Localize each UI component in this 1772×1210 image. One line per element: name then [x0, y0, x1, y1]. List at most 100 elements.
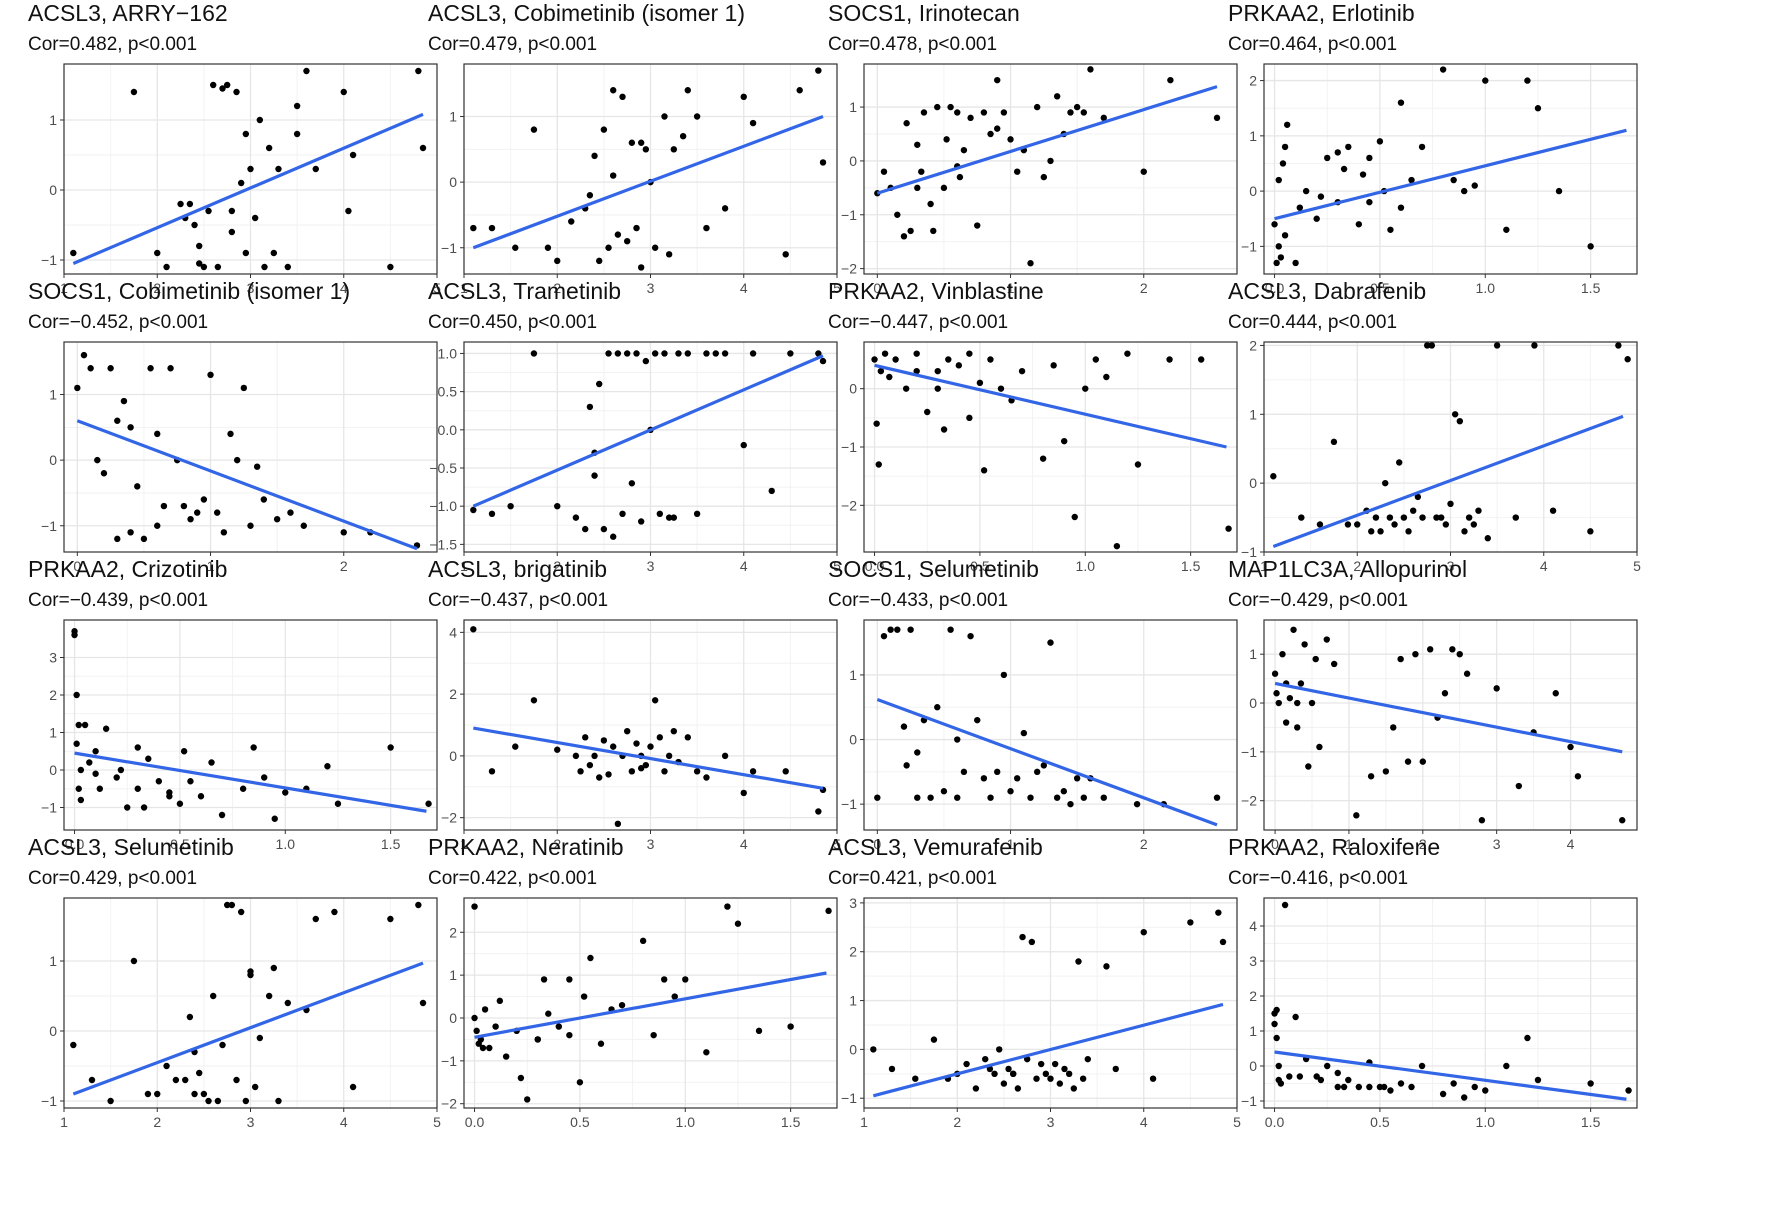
- data-point: [1166, 356, 1173, 363]
- y-tick-label: 0: [1249, 1058, 1257, 1074]
- data-point: [1615, 342, 1622, 349]
- x-tick-label: 1.0: [276, 836, 296, 852]
- plot-background: [464, 898, 837, 1108]
- data-point: [974, 222, 981, 229]
- data-point: [303, 67, 310, 75]
- data-point: [1070, 1085, 1078, 1092]
- data-point: [196, 1069, 203, 1077]
- chart-title: PRKAA2, Neratinib: [428, 834, 624, 860]
- data-point: [1313, 1073, 1320, 1080]
- data-point: [1000, 671, 1008, 679]
- data-point: [1484, 535, 1491, 542]
- panel-border: [63, 619, 438, 831]
- data-point: [703, 350, 710, 357]
- data-point: [1213, 794, 1221, 801]
- data-point: [1103, 373, 1110, 381]
- data-point: [1368, 528, 1375, 535]
- data-point: [614, 231, 622, 238]
- data-point: [1305, 763, 1312, 770]
- data-point: [1330, 660, 1338, 668]
- data-point: [1366, 198, 1373, 206]
- data-point: [1061, 1065, 1068, 1073]
- x-tick-label: 1: [1007, 836, 1015, 852]
- data-point: [1340, 1083, 1348, 1091]
- data-point: [1215, 909, 1222, 916]
- data-point: [963, 1060, 970, 1068]
- data-point: [637, 518, 645, 525]
- x-tick-label: 1.5: [1581, 280, 1601, 296]
- data-point: [591, 472, 598, 479]
- y-tick-label: 2: [449, 924, 457, 940]
- data-point: [1290, 626, 1297, 633]
- data-point: [1028, 938, 1036, 946]
- data-point: [1377, 528, 1384, 535]
- data-point: [1047, 1075, 1054, 1082]
- y-tick-label: 0: [449, 174, 457, 190]
- chart-panel: PRKAA2, Crizotinib Cor=−0.439, p<0.001 0.0…: [28, 556, 440, 856]
- data-point: [1410, 507, 1417, 514]
- chart-title: ACSL3, Trametinib: [428, 278, 622, 304]
- data-point: [488, 768, 496, 775]
- x-tick-label: 1: [1345, 836, 1353, 852]
- y-tick-label: 0: [449, 748, 457, 764]
- data-point: [1279, 650, 1286, 658]
- data-point: [534, 1036, 541, 1043]
- data-point: [196, 242, 203, 250]
- data-point: [1345, 143, 1352, 151]
- data-point: [233, 88, 240, 96]
- data-point: [1040, 762, 1048, 769]
- data-point: [312, 165, 319, 173]
- data-point: [587, 954, 594, 962]
- y-tick-label: −2: [841, 261, 857, 277]
- data-point: [250, 744, 257, 751]
- data-point: [260, 774, 268, 781]
- x-tick-label: 1: [460, 280, 468, 296]
- data-point: [247, 968, 254, 975]
- chart-subtitle: Cor=−0.447, p<0.001: [828, 312, 1009, 333]
- data-point: [1019, 933, 1026, 941]
- data-point: [1619, 817, 1626, 824]
- x-tick-label: 4: [340, 280, 348, 296]
- data-point: [180, 502, 188, 510]
- data-point: [1271, 1020, 1278, 1028]
- regression-line: [72, 961, 424, 1096]
- data-point: [73, 740, 80, 747]
- data-point: [213, 509, 221, 516]
- data-point: [1297, 680, 1305, 687]
- regression-line: [876, 697, 1218, 827]
- chart-title: SOCS1, Selumetinib: [828, 556, 1039, 582]
- chart-subtitle: Cor=−0.416, p<0.001: [1228, 868, 1409, 889]
- data-point: [1463, 670, 1471, 677]
- chart-subtitle: Cor=−0.429, p<0.001: [1228, 590, 1409, 611]
- data-point: [387, 915, 394, 923]
- chart-panel: SOCS1, Irinotecan Cor=0.478, p<0.001 0 1 2 −2…: [828, 0, 1240, 300]
- data-point: [1367, 773, 1375, 780]
- y-tick-label: −1.5: [429, 536, 457, 552]
- data-point: [1060, 437, 1068, 445]
- chart-subtitle: Cor=0.482, p<0.001: [28, 34, 198, 55]
- x-tick-label: 5: [833, 558, 841, 574]
- data-point: [1277, 254, 1285, 261]
- data-point: [312, 915, 319, 923]
- data-point: [566, 1031, 573, 1039]
- data-point: [619, 93, 626, 101]
- data-point: [877, 367, 885, 375]
- data-point: [1397, 655, 1404, 663]
- data-point: [1397, 1080, 1405, 1087]
- data-point: [107, 365, 114, 372]
- scatter-plot: 0.0 0.5 1.0 1.5 −1 0 1 2 3 4: [1241, 897, 1638, 1130]
- data-point: [210, 81, 217, 89]
- y-tick-label: 1: [1249, 128, 1257, 144]
- data-point: [253, 463, 261, 470]
- data-point: [1460, 187, 1468, 195]
- data-point: [191, 1090, 198, 1098]
- data-point: [825, 907, 832, 915]
- data-point: [819, 357, 827, 365]
- chart-panel: PRKAA2, Erlotinib Cor=0.464, p<0.001 0.0 0.…: [1228, 0, 1640, 300]
- data-point: [996, 1046, 1003, 1053]
- data-point: [1493, 685, 1500, 692]
- x-tick-label: 5: [833, 280, 841, 296]
- data-point: [997, 385, 1005, 392]
- x-tick-label: 0.0: [465, 1114, 485, 1130]
- data-point: [113, 774, 120, 781]
